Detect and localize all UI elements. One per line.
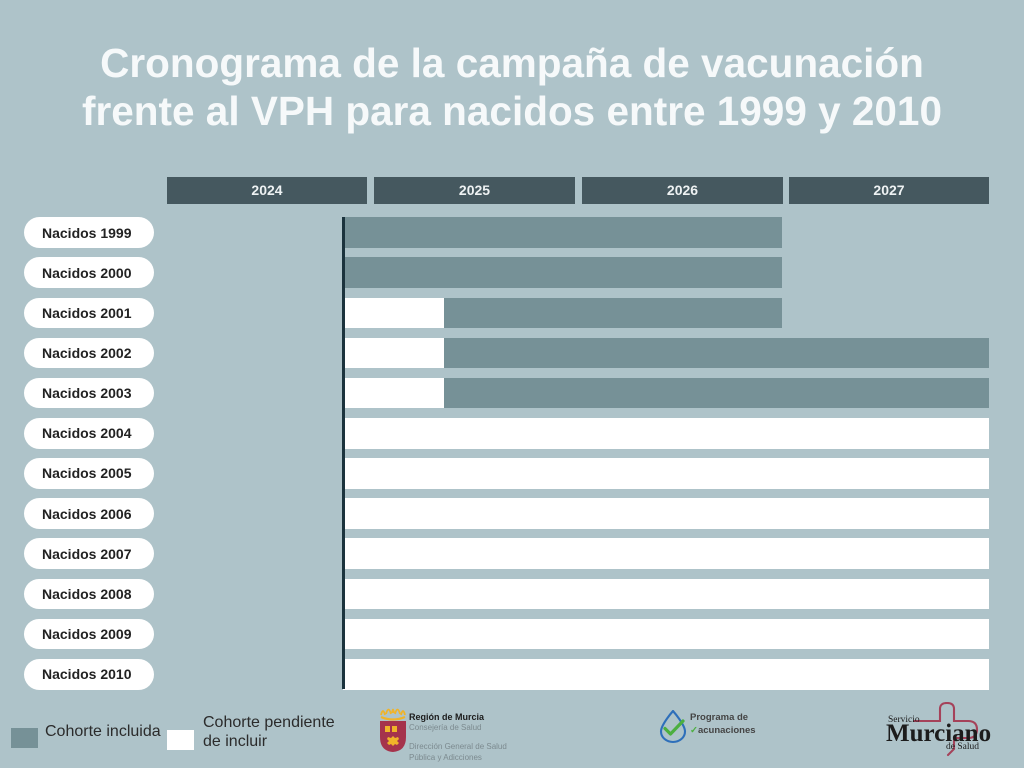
svg-text:de Salud: de Salud bbox=[946, 742, 979, 752]
